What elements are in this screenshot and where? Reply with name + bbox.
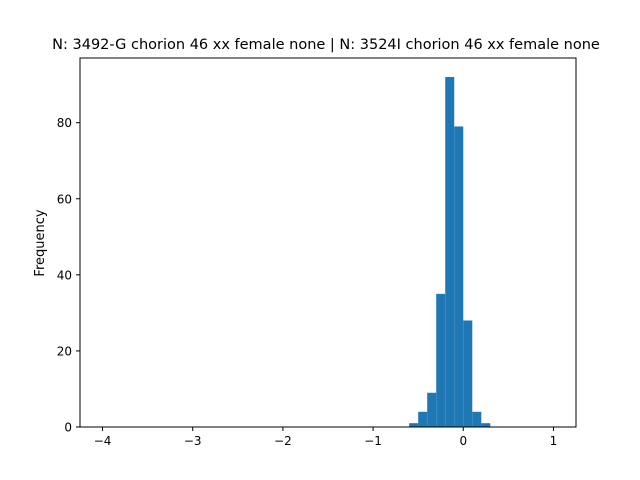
y-axis-label: Frequency	[33, 209, 48, 276]
chart-title: N: 3492-G chorion 46 xx female none | N:…	[52, 37, 600, 53]
x-tick-label: −2	[274, 434, 292, 448]
y-axis: 0 20 40 60 80	[57, 116, 80, 435]
y-tick-label: 80	[57, 116, 72, 130]
x-tick-label: −3	[184, 434, 202, 448]
x-axis: −4 −3 −2 −1 0 1	[94, 427, 558, 448]
histogram-bar	[463, 320, 473, 427]
histogram-bar	[481, 423, 491, 427]
histogram-bar	[445, 77, 455, 427]
x-tick-label: 1	[550, 434, 558, 448]
histogram-bar	[436, 293, 446, 427]
y-tick-label: 20	[57, 344, 72, 358]
histogram-bar	[427, 392, 437, 427]
histogram-bars	[409, 77, 491, 427]
y-tick-label: 60	[57, 192, 72, 206]
histogram-bar	[409, 423, 419, 427]
y-tick-label: 0	[64, 421, 72, 435]
x-tick-label: −4	[94, 434, 112, 448]
histogram-bar	[454, 126, 464, 427]
plot-frame	[79, 57, 577, 428]
x-tick-label: 0	[459, 434, 467, 448]
x-tick-label: −1	[364, 434, 382, 448]
y-tick-label: 40	[57, 268, 72, 282]
histogram-bar	[418, 411, 428, 427]
histogram-bar	[472, 411, 482, 427]
